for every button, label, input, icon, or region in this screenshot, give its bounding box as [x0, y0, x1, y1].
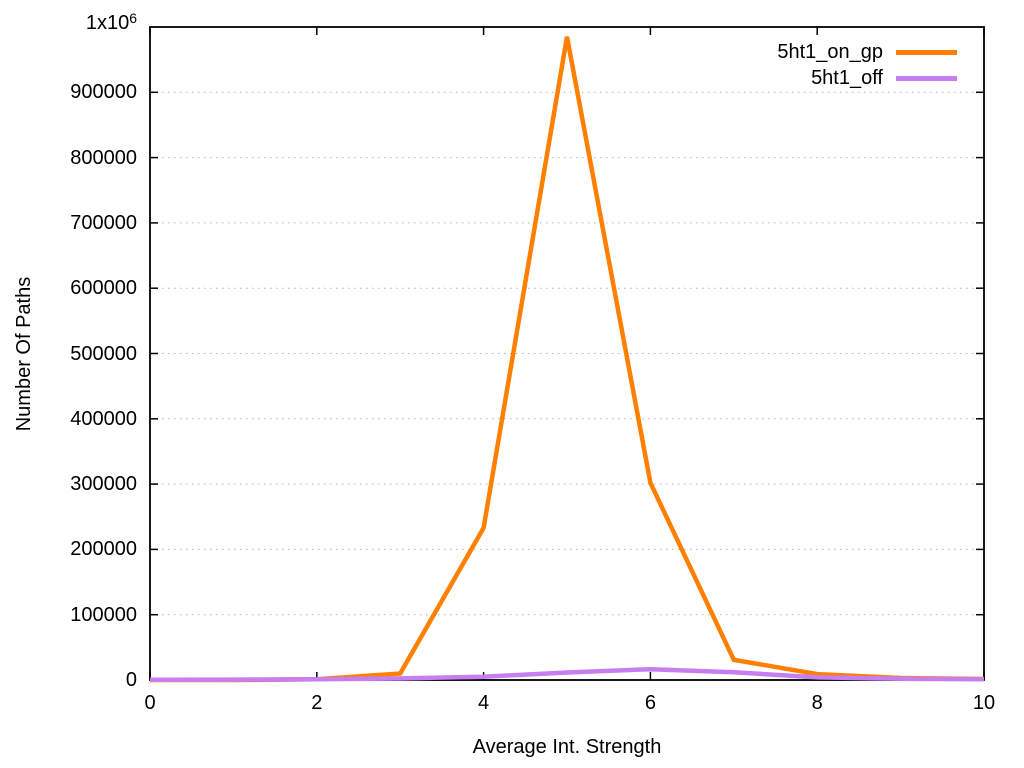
- x-axis-title: Average Int. Strength: [472, 736, 662, 758]
- legend-line-sample-series-1: [896, 75, 957, 81]
- y-tick-label: 400000: [70, 407, 137, 430]
- y-tick-label: 600000: [70, 277, 137, 300]
- y-tick-label-max: 1x106: [17, 10, 137, 35]
- y-tick-label: 900000: [70, 81, 137, 104]
- legend-label-series-1: 5ht1_off: [811, 66, 883, 89]
- x-tick-label: 2: [311, 692, 323, 714]
- y-tick-label: 100000: [70, 603, 137, 626]
- y-tick-label: 0: [125, 669, 137, 691]
- x-tick-label: 4: [478, 692, 490, 714]
- legend: 5ht1_on_gp 5ht1_off: [777, 39, 957, 91]
- series-line-5ht1_on_gp: [150, 36, 985, 683]
- legend-row-series-1: 5ht1_off: [777, 65, 957, 91]
- y-axis-title: Number Of Paths: [13, 276, 35, 432]
- x-tick-label: 10: [972, 692, 996, 714]
- x-tick-label: 0: [144, 692, 156, 714]
- y-tick-label: 700000: [70, 211, 137, 234]
- x-tick-label: 8: [811, 692, 823, 714]
- x-tick-label: 6: [644, 692, 656, 714]
- y-tick-label: 300000: [70, 473, 137, 496]
- legend-line-sample-series-0: [896, 49, 957, 55]
- y-tick-label: 800000: [70, 146, 137, 169]
- y-max-base: 1x10: [85, 12, 130, 34]
- legend-row-series-0: 5ht1_on_gp: [777, 39, 957, 65]
- legend-label-series-0: 5ht1_on_gp: [777, 40, 883, 63]
- y-tick-label: 500000: [70, 342, 137, 365]
- series-line-5ht1_off: [149, 666, 985, 683]
- y-tick-label: 200000: [70, 538, 137, 561]
- y-max-exponent: 6: [129, 10, 137, 26]
